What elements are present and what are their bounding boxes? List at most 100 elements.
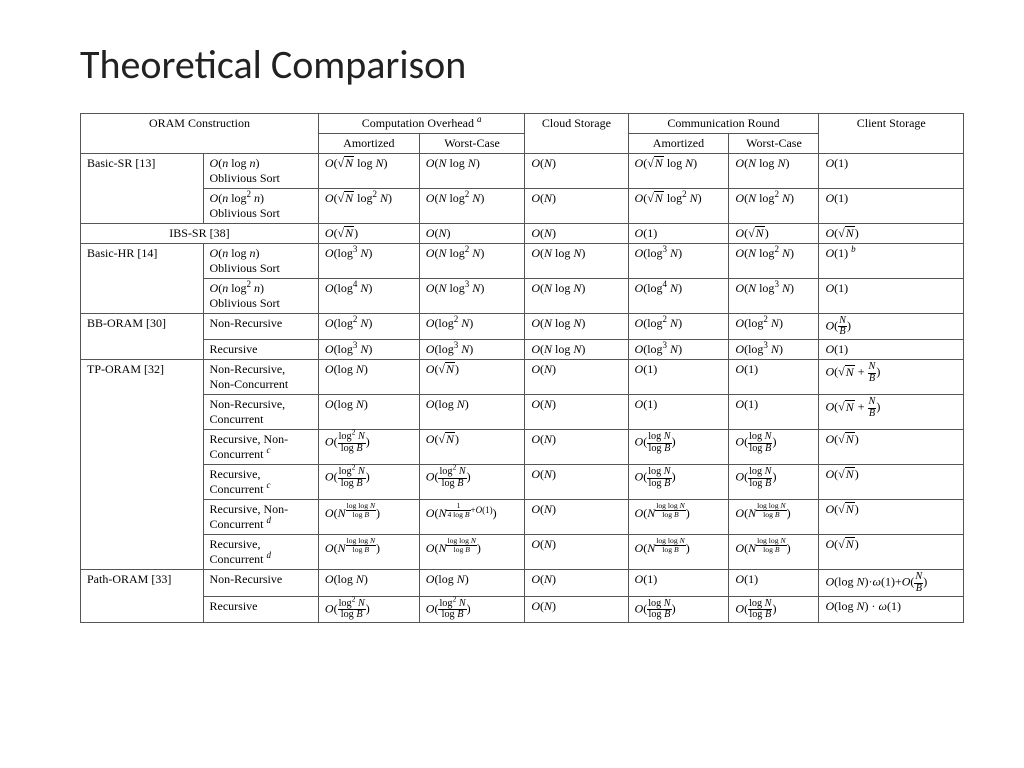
- data-cell: O(Nlog log Nlog B): [729, 500, 819, 535]
- data-cell: O(log3 N): [318, 244, 419, 279]
- col-comm-amort: Amortized: [628, 134, 729, 154]
- data-cell: O(N log2 N): [419, 189, 525, 224]
- table-row: TP-ORAM [32]Non-Recursive,Non-Concurrent…: [81, 360, 964, 395]
- data-cell: O(log Nlog B): [729, 430, 819, 465]
- table-row: Recursive,Concurrent dO(Nlog log Nlog B)…: [81, 535, 964, 570]
- variant-cell: Non-Recursive,Concurrent: [203, 395, 318, 430]
- data-cell: O(N): [525, 596, 628, 622]
- table-row: Non-Recursive,ConcurrentO(log N)O(log N)…: [81, 395, 964, 430]
- variant-cell: O(n log n)Oblivious Sort: [203, 244, 318, 279]
- data-cell: O(1): [628, 360, 729, 395]
- data-cell: O(Nlog log Nlog B): [419, 535, 525, 570]
- variant-cell: Recursive, Non-Concurrent c: [203, 430, 318, 465]
- col-comp-worst: Worst-Case: [419, 134, 525, 154]
- data-cell: O(log3 N): [419, 340, 525, 360]
- data-cell: O(log N): [419, 570, 525, 596]
- data-cell: O(√N log2 N): [318, 189, 419, 224]
- data-cell: O(Nlog log Nlog B): [628, 500, 729, 535]
- data-cell: O(log Nlog B): [729, 596, 819, 622]
- data-cell: O(Nlog log Nlog B): [729, 535, 819, 570]
- data-cell: O(N): [525, 430, 628, 465]
- data-cell: O(N): [525, 500, 628, 535]
- data-cell: O(log N): [318, 360, 419, 395]
- data-cell: O(log2 N): [628, 314, 729, 340]
- data-cell: O(log2 N): [729, 314, 819, 340]
- data-cell: O(Nlog log Nlog B): [318, 535, 419, 570]
- col-comm-worst: Worst-Case: [729, 134, 819, 154]
- table-body: Basic-SR [13]O(n log n)Oblivious SortO(√…: [81, 154, 964, 623]
- construction-cell: Basic-HR [14]: [81, 244, 204, 314]
- variant-cell: O(n log2 n)Oblivious Sort: [203, 189, 318, 224]
- data-cell: O(log N): [318, 570, 419, 596]
- data-cell: O(log Nlog B): [628, 596, 729, 622]
- variant-cell: Recursive,Concurrent d: [203, 535, 318, 570]
- table-row: Basic-SR [13]O(n log n)Oblivious SortO(√…: [81, 154, 964, 189]
- data-cell: O(log2 Nlog B): [318, 430, 419, 465]
- table-row: O(n log2 n)Oblivious Sort O(log4 N) O(N lo…: [81, 279, 964, 314]
- data-cell: O(1): [819, 340, 964, 360]
- data-cell: O(log4 N): [628, 279, 729, 314]
- data-cell: O(N log N): [525, 314, 628, 340]
- data-cell: O(√N): [318, 224, 419, 244]
- data-cell: O(N): [525, 154, 628, 189]
- data-cell: O(1): [819, 189, 964, 224]
- data-cell: O(1): [729, 395, 819, 430]
- data-cell: O(√N log2 N): [628, 189, 729, 224]
- data-cell: O(N log N): [419, 154, 525, 189]
- data-cell: O(1): [819, 279, 964, 314]
- comp-overhead-label: Computation Overhead: [362, 116, 474, 130]
- variant-cell: O(n log2 n)Oblivious Sort: [203, 279, 318, 314]
- table-row: Recursive, Non-Concurrent dO(Nlog log Nl…: [81, 500, 964, 535]
- variant-cell: Recursive, Non-Concurrent d: [203, 500, 318, 535]
- table-row: Recursive, Non-Concurrent cO(log2 Nlog B…: [81, 430, 964, 465]
- data-cell: O(√N): [819, 535, 964, 570]
- construction-cell: BB-ORAM [30]: [81, 314, 204, 360]
- table-row: IBS-SR [38]O(√N)O(N)O(N)O(1)O(√N)O(√N): [81, 224, 964, 244]
- data-cell: O(1): [628, 395, 729, 430]
- data-cell: O(log3 N): [729, 340, 819, 360]
- data-cell: O(√N): [419, 360, 525, 395]
- data-cell: O(log N)·ω(1)+O(NB): [819, 570, 964, 596]
- col-client: Client Storage: [819, 114, 964, 154]
- data-cell: O(√N + NB): [819, 395, 964, 430]
- data-cell: O(√N): [819, 224, 964, 244]
- col-oram: ORAM Construction: [81, 114, 319, 154]
- data-cell: O(1): [729, 360, 819, 395]
- variant-cell: Recursive,Concurrent c: [203, 465, 318, 500]
- construction-cell: TP-ORAM [32]: [81, 360, 204, 570]
- data-cell: O(log2 Nlog B): [419, 596, 525, 622]
- table-row: Recursive,Concurrent cO(log2 Nlog B)O(lo…: [81, 465, 964, 500]
- data-cell: O(log2 Nlog B): [419, 465, 525, 500]
- construction-cell: Basic-SR [13]: [81, 154, 204, 224]
- data-cell: O(1) b: [819, 244, 964, 279]
- data-cell: O(log2 Nlog B): [318, 465, 419, 500]
- data-cell: O(N): [525, 224, 628, 244]
- data-cell: O(log Nlog B): [729, 465, 819, 500]
- table-row: O(n log2 n)Oblivious SortO(√N log2 N)O(N…: [81, 189, 964, 224]
- col-comm-round: Communication Round: [628, 114, 819, 134]
- data-cell: O(√N log N): [318, 154, 419, 189]
- data-cell: O(Nlog log Nlog B): [318, 500, 419, 535]
- variant-cell: Non-Recursive: [203, 314, 318, 340]
- data-cell: O(log3 N): [628, 340, 729, 360]
- data-cell: O(N log N): [525, 244, 628, 279]
- data-cell: O(N): [525, 570, 628, 596]
- comp-overhead-note: a: [477, 114, 482, 124]
- slide: Theoretical Comparison ORAM Construction…: [0, 0, 1024, 768]
- data-cell: O(Nlog log Nlog B): [628, 535, 729, 570]
- data-cell: O(1): [628, 224, 729, 244]
- data-cell: O(N log3 N): [419, 279, 525, 314]
- data-cell: O(N): [525, 189, 628, 224]
- slide-title: Theoretical Comparison: [80, 40, 964, 89]
- data-cell: O(N): [525, 465, 628, 500]
- data-cell: O(N): [525, 360, 628, 395]
- data-cell: O(N log2 N): [419, 244, 525, 279]
- data-cell: O(N log2 N): [729, 244, 819, 279]
- data-cell: O(log Nlog B): [628, 465, 729, 500]
- data-cell: O(log2 N): [419, 314, 525, 340]
- table-row: BB-ORAM [30]Non-RecursiveO(log2 N)O(log2…: [81, 314, 964, 340]
- data-cell: O(N log N): [729, 154, 819, 189]
- data-cell: O(log2 Nlog B): [318, 596, 419, 622]
- data-cell: O(log N): [419, 395, 525, 430]
- data-cell: O(√N): [729, 224, 819, 244]
